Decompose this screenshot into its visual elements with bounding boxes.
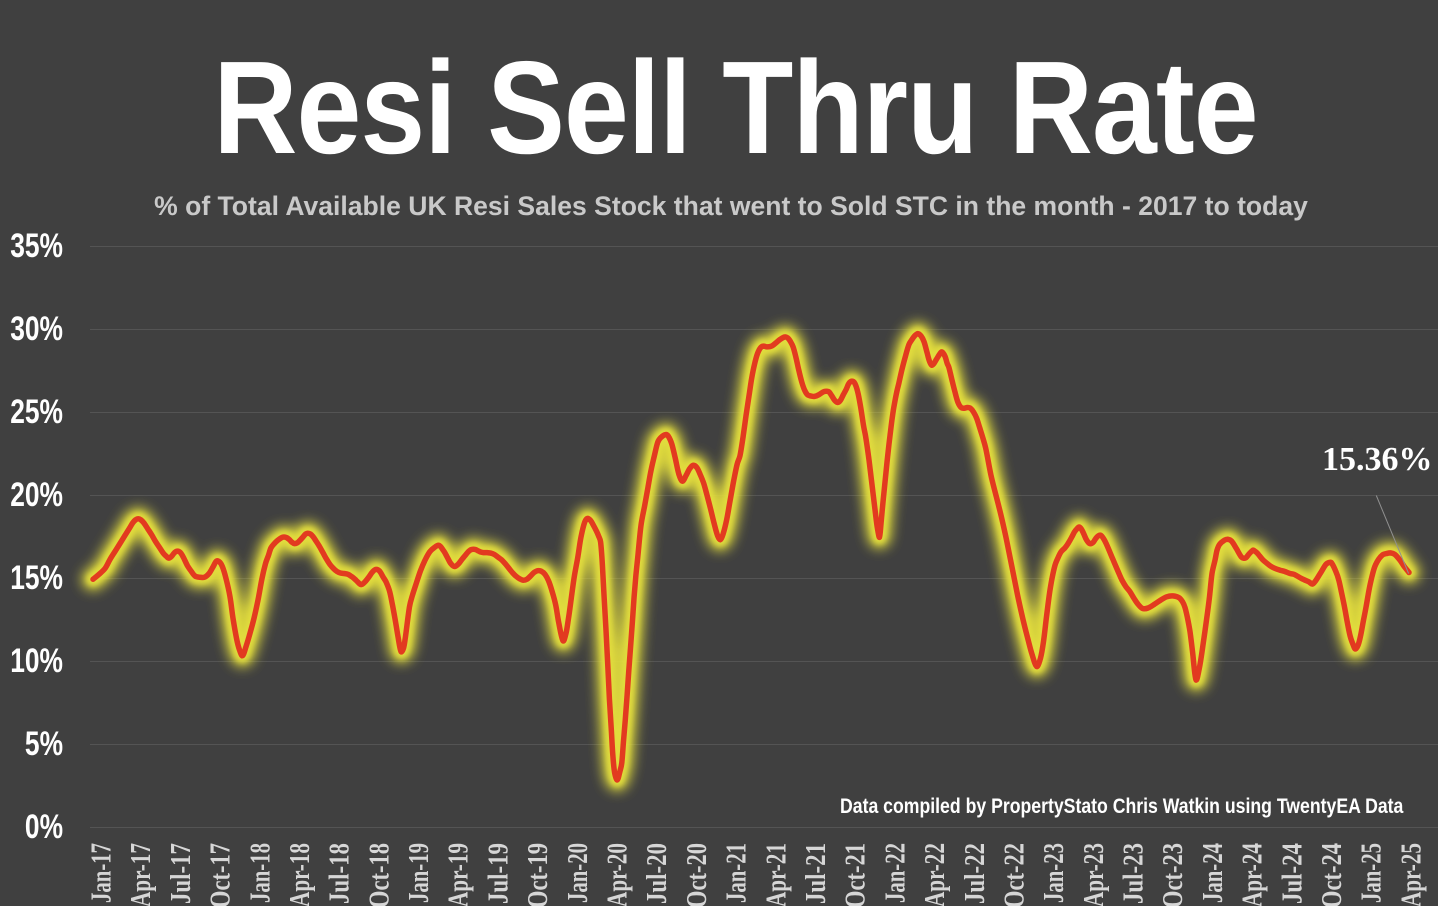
svg-text:Jan-23: Jan-23 — [1038, 843, 1070, 903]
svg-text:Jul-19: Jul-19 — [482, 843, 514, 904]
svg-text:Jul-20: Jul-20 — [641, 843, 673, 904]
svg-text:Apr-25: Apr-25 — [1395, 843, 1427, 906]
svg-text:Oct-21: Oct-21 — [840, 843, 872, 906]
svg-text:Oct-20: Oct-20 — [681, 843, 713, 906]
svg-text:Jan-25: Jan-25 — [1356, 843, 1388, 903]
svg-text:Jul-24: Jul-24 — [1276, 843, 1308, 904]
svg-text:Jul-18: Jul-18 — [324, 843, 356, 904]
svg-text:Apr-20: Apr-20 — [602, 843, 634, 906]
svg-text:Jul-21: Jul-21 — [800, 843, 832, 904]
svg-text:Jan-22: Jan-22 — [879, 843, 911, 903]
svg-text:Jan-21: Jan-21 — [721, 843, 753, 903]
svg-text:Apr-18: Apr-18 — [284, 843, 316, 906]
svg-text:Jan-24: Jan-24 — [1197, 843, 1229, 903]
svg-text:Apr-22: Apr-22 — [919, 843, 951, 906]
svg-text:Jan-20: Jan-20 — [562, 843, 594, 903]
svg-text:Apr-23: Apr-23 — [1078, 843, 1110, 906]
svg-text:Oct-19: Oct-19 — [522, 843, 554, 906]
svg-text:Jul-22: Jul-22 — [959, 843, 991, 904]
svg-text:Jul-17: Jul-17 — [165, 843, 197, 904]
svg-text:Oct-22: Oct-22 — [999, 843, 1031, 906]
svg-text:Oct-24: Oct-24 — [1316, 843, 1348, 906]
svg-text:Oct-18: Oct-18 — [363, 843, 395, 906]
svg-text:Jan-19: Jan-19 — [403, 843, 435, 903]
svg-text:Oct-17: Oct-17 — [205, 843, 237, 906]
svg-text:Jul-23: Jul-23 — [1118, 843, 1150, 904]
svg-text:Apr-24: Apr-24 — [1237, 843, 1269, 906]
svg-text:Apr-19: Apr-19 — [443, 843, 475, 906]
svg-text:Apr-17: Apr-17 — [125, 843, 157, 906]
svg-text:Jan-17: Jan-17 — [86, 843, 118, 903]
svg-text:Jan-18: Jan-18 — [244, 843, 276, 903]
svg-text:Apr-21: Apr-21 — [760, 843, 792, 906]
svg-text:Oct-23: Oct-23 — [1157, 843, 1189, 906]
